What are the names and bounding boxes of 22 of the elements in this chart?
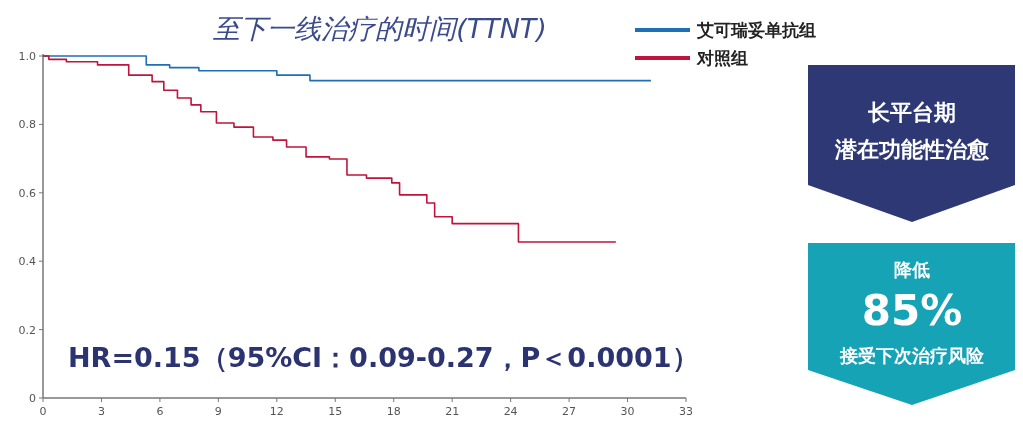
legend-label: 艾可瑞妥单抗组 xyxy=(696,20,816,40)
y-tick-label: 1.0 xyxy=(18,50,36,63)
x-tick-label: 9 xyxy=(214,405,222,418)
y-tick-label: 0.2 xyxy=(18,323,36,337)
x-tick-label: 18 xyxy=(386,405,401,418)
y-tick-label: 0.6 xyxy=(18,186,36,200)
legend-label: 对照组 xyxy=(696,48,748,68)
x-tick-label: 12 xyxy=(269,405,284,418)
x-tick-label: 24 xyxy=(503,405,518,418)
y-tick-label: 0.4 xyxy=(18,255,36,269)
annotation: HR=0.15（95%CI：0.09-0.27，P＜0.0001） xyxy=(68,342,699,373)
x-tick-label: 6 xyxy=(156,405,164,418)
y-tick-label: 0 xyxy=(29,392,36,405)
x-tick-label: 0 xyxy=(39,405,47,418)
y-tick-label: 0.8 xyxy=(18,118,36,132)
x-tick-label: 15 xyxy=(328,405,343,418)
chart-title: 至下一线治疗的时间(TTNT) xyxy=(213,13,547,44)
x-tick-label: 33 xyxy=(679,405,693,418)
x-tick-label: 21 xyxy=(445,405,460,418)
x-tick-label: 27 xyxy=(562,405,577,418)
x-tick-label: 30 xyxy=(620,405,635,418)
x-tick-label: 3 xyxy=(97,405,105,418)
